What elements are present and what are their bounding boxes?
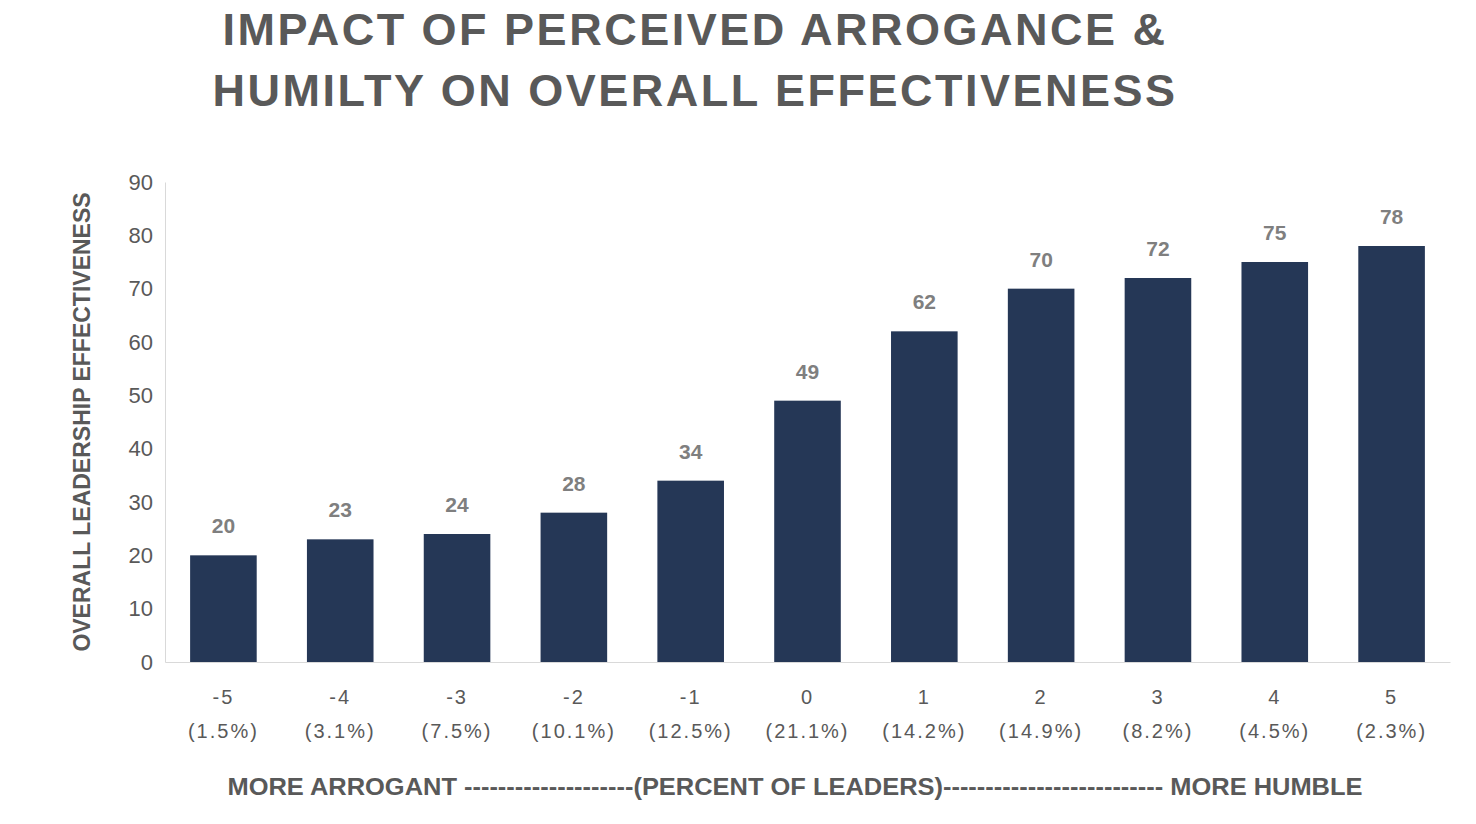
y-tick: 0 <box>141 650 165 675</box>
bars <box>190 246 1425 662</box>
x-tick: -4 (3.1%) <box>305 662 376 742</box>
x-axis: -5 (1.5%) -4 (3.1%) -3 (7.5%) -2 (10.1%) -1 (12.5… <box>166 662 1451 742</box>
bar <box>424 534 491 662</box>
x-tick-label-line: 4 <box>1268 686 1281 708</box>
y-tick-label: 70 <box>129 276 153 301</box>
y-tick-label: 60 <box>129 330 153 355</box>
bar <box>891 331 958 662</box>
y-tick: 90 <box>129 170 165 195</box>
title: IMPACT OF PERCEIVED ARROGANCE & HUMILTY O… <box>212 4 1177 116</box>
y-axis-title: OVERALL LEADERSHIP EFFECTIVENESS <box>69 192 95 651</box>
data-label: 62 <box>913 290 936 313</box>
x-tick-label: 0 (21.1%) <box>765 686 849 742</box>
data-labels: 20 23 24 28 34 49 62 70 72 75 78 <box>212 205 1404 537</box>
y-tick-label: 30 <box>129 490 153 515</box>
x-tick-label-line: (2.3%) <box>1356 720 1427 742</box>
bar <box>1358 246 1425 662</box>
y-tick: 40 <box>129 436 165 461</box>
x-tick-label-line: (21.1%) <box>765 720 849 742</box>
x-tick: 1 (14.2%) <box>882 662 966 742</box>
x-tick-label-line: -1 <box>680 686 702 708</box>
x-tick-label: -5 (1.5%) <box>188 686 259 742</box>
bar <box>190 555 257 662</box>
x-tick-label-line: 3 <box>1151 686 1164 708</box>
bar <box>307 539 374 662</box>
y-tick-label: 10 <box>129 596 153 621</box>
x-tick-label-line: 0 <box>801 686 814 708</box>
data-label: 70 <box>1029 248 1052 271</box>
y-tick-label: 20 <box>129 543 153 568</box>
chart: IMPACT OF PERCEIVED ARROGANCE & HUMILTY O… <box>0 0 1476 824</box>
bar <box>1125 278 1192 662</box>
x-tick-label-line: (14.9%) <box>999 720 1083 742</box>
x-tick-label: -3 (7.5%) <box>422 686 493 742</box>
y-tick: 10 <box>129 596 165 621</box>
x-tick-label-line: (3.1%) <box>305 720 376 742</box>
y-axis-line <box>165 183 166 663</box>
x-tick-label-line: (7.5%) <box>422 720 493 742</box>
y-tick: 70 <box>129 276 165 301</box>
x-tick-label-line: -5 <box>213 686 235 708</box>
x-tick-label: -4 (3.1%) <box>305 686 376 742</box>
data-label: 34 <box>679 440 703 463</box>
bar <box>774 401 841 662</box>
y-tick: 50 <box>129 383 165 408</box>
x-tick-label-line: (1.5%) <box>188 720 259 742</box>
data-label: 24 <box>445 493 469 516</box>
x-tick-label-line: (12.5%) <box>649 720 733 742</box>
title-line: IMPACT OF PERCEIVED ARROGANCE & <box>222 4 1167 55</box>
y-tick: 20 <box>129 543 165 568</box>
x-tick: 2 (14.9%) <box>999 662 1083 742</box>
y-tick-label: 90 <box>129 170 153 195</box>
x-axis-title: MORE ARROGANT --------------------(PERCE… <box>228 774 1363 800</box>
x-tick-label-line: -4 <box>329 686 351 708</box>
x-tick: 0 (21.1%) <box>765 662 849 742</box>
x-tick-label-line: -3 <box>446 686 468 708</box>
y-tick-label: 80 <box>129 223 153 248</box>
x-tick: 4 (4.5%) <box>1239 662 1310 742</box>
title-line: HUMILTY ON OVERALL EFFECTIVENESS <box>212 65 1177 116</box>
data-label: 72 <box>1146 237 1169 260</box>
data-label: 49 <box>796 360 819 383</box>
bar <box>1241 262 1308 662</box>
data-label: 20 <box>212 514 235 537</box>
x-tick-label-line: (14.2%) <box>882 720 966 742</box>
x-tick: -2 (10.1%) <box>532 662 616 742</box>
x-tick-label-line: (4.5%) <box>1239 720 1310 742</box>
bar <box>541 513 608 662</box>
x-tick: 5 (2.3%) <box>1356 662 1427 742</box>
x-tick-label: 4 (4.5%) <box>1239 686 1310 742</box>
bar <box>1008 289 1075 662</box>
x-tick-label: 2 (14.9%) <box>999 686 1083 742</box>
y-axis: 0 10 20 30 40 50 60 70 80 90 <box>129 170 166 675</box>
y-tick-label: 0 <box>141 650 153 675</box>
bar <box>657 481 724 662</box>
x-tick-label: -1 (12.5%) <box>649 686 733 742</box>
x-tick: -3 (7.5%) <box>422 662 493 742</box>
x-axis-line <box>166 662 1451 663</box>
y-tick-label: 40 <box>129 436 153 461</box>
x-tick-label-line: (8.2%) <box>1123 720 1194 742</box>
data-label: 23 <box>329 498 352 521</box>
x-tick-label-line: 5 <box>1385 686 1398 708</box>
x-tick-label: -2 (10.1%) <box>532 686 616 742</box>
data-label: 28 <box>562 472 586 495</box>
x-tick-label-line: (10.1%) <box>532 720 616 742</box>
x-tick-label: 5 (2.3%) <box>1356 686 1427 742</box>
x-tick: -5 (1.5%) <box>188 662 259 742</box>
x-tick-label: 3 (8.2%) <box>1123 686 1194 742</box>
x-tick: 3 (8.2%) <box>1123 662 1194 742</box>
x-tick-label: 1 (14.2%) <box>882 686 966 742</box>
data-label: 78 <box>1380 205 1404 228</box>
x-tick-label-line: 1 <box>918 686 931 708</box>
y-tick: 80 <box>129 223 165 248</box>
x-tick-label-line: -2 <box>563 686 585 708</box>
x-tick: -1 (12.5%) <box>649 662 733 742</box>
data-label: 75 <box>1263 221 1287 244</box>
y-tick-label: 50 <box>129 383 153 408</box>
x-tick-label-line: 2 <box>1035 686 1048 708</box>
y-tick: 60 <box>129 330 165 355</box>
y-tick: 30 <box>129 490 165 515</box>
